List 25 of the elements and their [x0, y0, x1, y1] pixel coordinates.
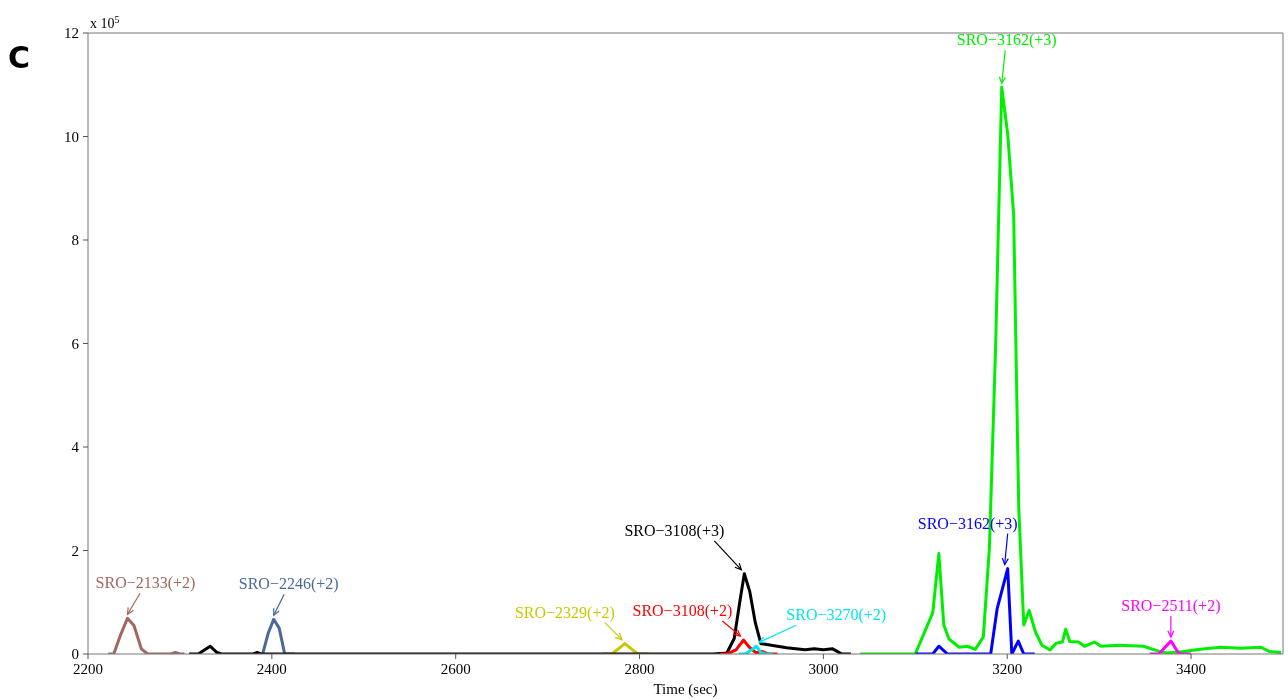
x-tick-label: 3400	[1176, 660, 1207, 677]
y-tick-label: 0	[71, 646, 79, 663]
text: x 10$^{5}$	[90, 13, 120, 31]
x-tick-label: 3200	[992, 660, 1023, 677]
annotation: SRO−2329(+2)	[514, 603, 615, 622]
y-tick-label: 6	[71, 335, 80, 352]
annotation: SRO−3162(+3)	[956, 31, 1057, 50]
x-tick-label: 3000	[808, 660, 839, 677]
y-tick-label: 4	[71, 439, 80, 456]
y-tick-label: 8	[71, 232, 79, 249]
annotation: SRO−2133(+2)	[95, 574, 196, 593]
text: C	[8, 40, 31, 75]
y-tick-label: 10	[64, 128, 79, 145]
x-tick-label: 2800	[624, 660, 655, 677]
y-tick-label: 2	[71, 542, 79, 559]
annotation: SRO−2511(+2)	[1121, 597, 1221, 616]
x-tick-label: 2200	[73, 660, 103, 677]
x-tick-label: 2400	[256, 660, 287, 677]
x-tick-label: 2600	[440, 660, 471, 677]
annotation: SRO−3270(+2)	[786, 606, 887, 625]
annotation: SRO−3108(+3)	[624, 521, 725, 540]
y-tick-label: 12	[64, 25, 79, 42]
annotation: SRO−2246(+2)	[238, 575, 339, 594]
x-axis-title: Time (sec)	[653, 681, 718, 698]
annotation: SRO−3108(+2)	[632, 602, 733, 621]
